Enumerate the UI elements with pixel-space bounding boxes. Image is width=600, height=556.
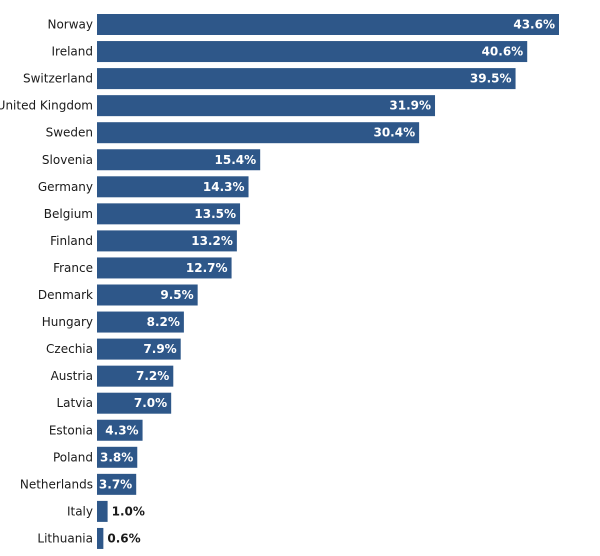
bar-slovenia <box>97 149 261 171</box>
value-label-france: 12.7% <box>186 261 228 275</box>
category-label-slovenia: Slovenia <box>42 153 93 167</box>
bar-lithuania <box>97 527 104 549</box>
value-label-switzerland: 39.5% <box>470 72 512 86</box>
bar-hungary <box>97 311 184 333</box>
bar-italy <box>97 500 108 522</box>
value-label-finland: 13.2% <box>191 234 233 248</box>
bar-czechia <box>97 338 181 360</box>
value-label-belgium: 13.5% <box>194 207 236 221</box>
category-label-norway: Norway <box>47 18 93 32</box>
category-label-estonia: Estonia <box>49 423 93 437</box>
value-label-hungary: 8.2% <box>147 315 180 329</box>
category-label-czechia: Czechia <box>46 342 93 356</box>
value-label-lithuania: 0.6% <box>107 531 140 545</box>
bar-poland <box>97 446 138 468</box>
category-label-denmark: Denmark <box>38 288 93 302</box>
value-label-latvia: 7.0% <box>134 396 167 410</box>
value-label-austria: 7.2% <box>136 369 169 383</box>
bar-finland <box>97 230 237 252</box>
bar-denmark <box>97 284 198 306</box>
bar-norway <box>97 14 559 35</box>
bar-belgium <box>97 203 241 225</box>
value-label-sweden: 30.4% <box>373 126 415 140</box>
category-labels: Norway Ireland Switzerland United Kingdom Sw… <box>0 18 93 546</box>
bars <box>97 14 559 549</box>
category-label-netherlands: Netherlands <box>20 477 93 491</box>
bar-latvia <box>97 392 172 414</box>
bar-ireland <box>97 41 528 63</box>
category-label-hungary: Hungary <box>42 315 93 329</box>
category-label-germany: Germany <box>38 180 93 194</box>
value-label-slovenia: 15.4% <box>215 153 257 167</box>
bar-switzerland <box>97 68 516 90</box>
category-label-finland: Finland <box>50 234 93 248</box>
value-label-united-kingdom: 31.9% <box>389 99 431 113</box>
value-label-norway: 43.6% <box>513 18 555 32</box>
category-label-austria: Austria <box>51 369 93 383</box>
category-label-sweden: Sweden <box>46 126 93 140</box>
value-label-netherlands: 3.7% <box>99 477 132 491</box>
value-label-germany: 14.3% <box>203 180 245 194</box>
bar-estonia <box>97 419 143 441</box>
category-label-france: France <box>53 261 93 275</box>
value-label-poland: 3.8% <box>100 450 133 464</box>
value-label-italy: 1.0% <box>112 504 145 518</box>
value-label-ireland: 40.6% <box>482 45 524 59</box>
bar-austria <box>97 365 174 387</box>
value-label-denmark: 9.5% <box>160 288 193 302</box>
bar-united-kingdom <box>97 95 436 117</box>
value-labels: 43.6% 40.6% 39.5% 31.9% 30.4% 15.4% 14.3% 13.5%… <box>99 18 555 546</box>
bar-france <box>97 257 232 279</box>
bar-germany <box>97 176 249 198</box>
category-label-poland: Poland <box>53 450 93 464</box>
category-label-belgium: Belgium <box>44 207 93 221</box>
category-label-lithuania: Lithuania <box>37 531 93 545</box>
bar-netherlands <box>97 473 137 495</box>
category-label-ireland: Ireland <box>51 45 93 59</box>
value-label-czechia: 7.9% <box>143 342 176 356</box>
category-label-italy: Italy <box>67 504 93 518</box>
bar-sweden <box>97 122 420 144</box>
category-label-switzerland: Switzerland <box>23 72 93 86</box>
category-label-latvia: Latvia <box>56 396 93 410</box>
value-label-estonia: 4.3% <box>105 423 138 437</box>
category-label-united-kingdom: United Kingdom <box>0 99 93 113</box>
